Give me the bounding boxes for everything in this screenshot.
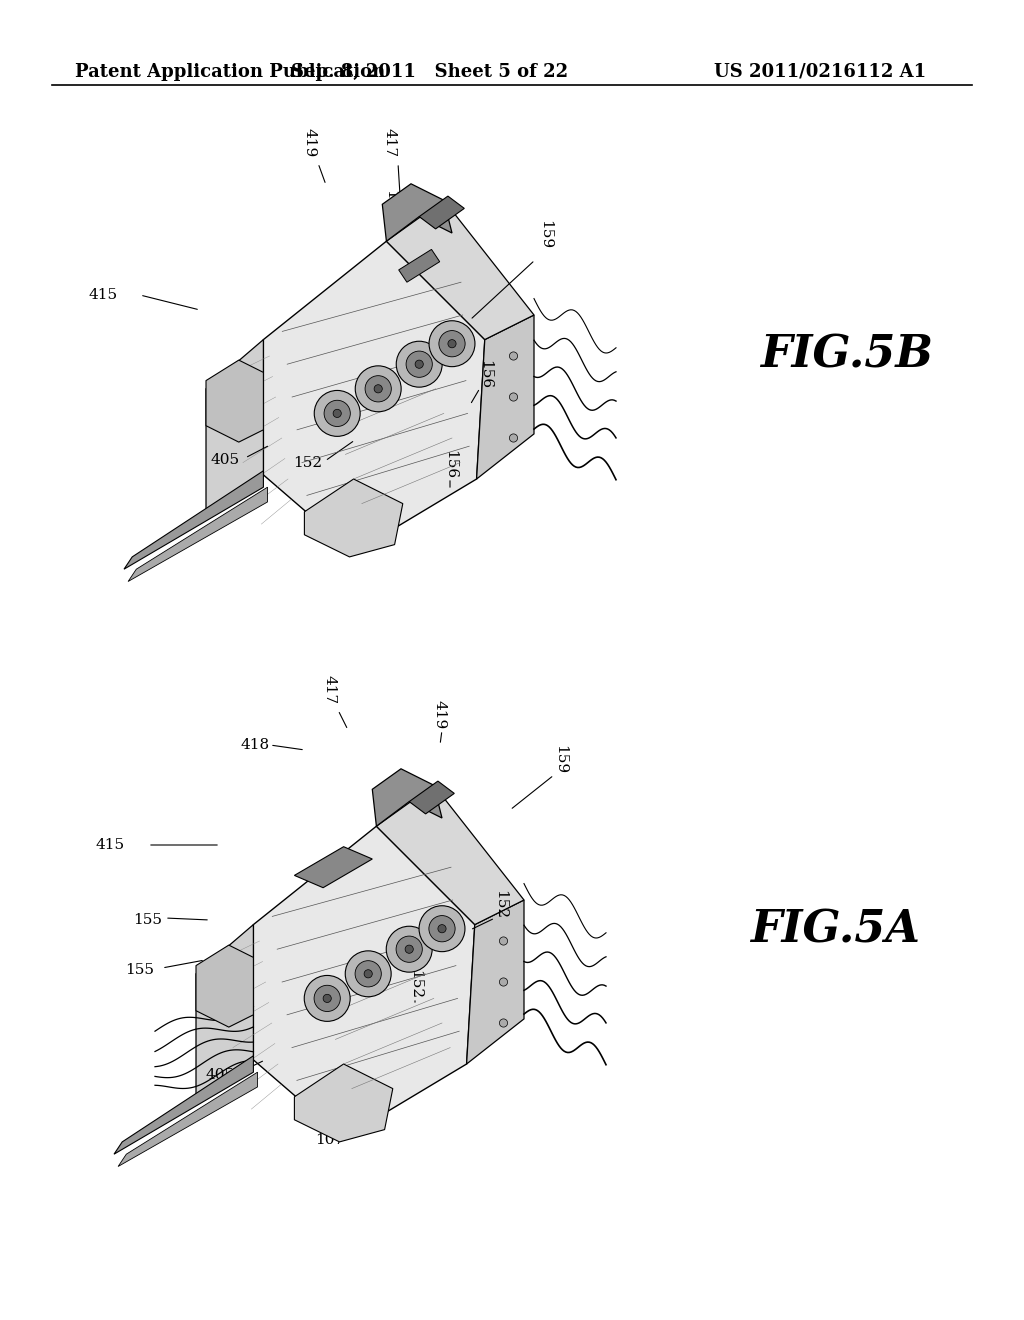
Text: 418: 418 [241, 738, 269, 752]
Circle shape [374, 384, 382, 393]
Circle shape [500, 937, 508, 945]
Text: 405: 405 [206, 1068, 234, 1082]
Text: 107: 107 [340, 1101, 370, 1115]
Text: 419: 419 [303, 128, 317, 157]
Circle shape [500, 1019, 508, 1027]
Text: 405: 405 [211, 453, 240, 467]
Text: 152: 152 [294, 455, 323, 470]
Circle shape [365, 970, 373, 978]
Text: 155: 155 [133, 913, 163, 927]
Circle shape [333, 409, 341, 417]
Polygon shape [295, 846, 373, 888]
Polygon shape [398, 249, 439, 282]
Polygon shape [377, 785, 524, 924]
Text: 415: 415 [95, 838, 125, 851]
Text: 152: 152 [408, 970, 422, 999]
Polygon shape [382, 183, 452, 242]
Circle shape [438, 924, 446, 933]
Circle shape [366, 376, 391, 401]
Circle shape [509, 352, 517, 360]
Circle shape [509, 434, 517, 442]
Polygon shape [410, 781, 455, 814]
Text: 156: 156 [478, 360, 492, 389]
Circle shape [396, 342, 442, 387]
Polygon shape [386, 201, 534, 339]
Circle shape [314, 391, 360, 437]
Circle shape [439, 330, 465, 356]
Circle shape [386, 927, 432, 972]
Circle shape [355, 961, 381, 987]
Circle shape [304, 975, 350, 1022]
Text: 417: 417 [323, 676, 337, 705]
Polygon shape [206, 339, 263, 520]
Polygon shape [196, 924, 253, 1105]
Polygon shape [304, 479, 402, 557]
Circle shape [415, 360, 423, 368]
Circle shape [314, 985, 340, 1011]
Polygon shape [263, 242, 484, 553]
Polygon shape [124, 471, 263, 569]
Circle shape [324, 994, 332, 1002]
Circle shape [407, 351, 432, 378]
Text: Sep. 8, 2011   Sheet 5 of 22: Sep. 8, 2011 Sheet 5 of 22 [292, 63, 568, 81]
Circle shape [324, 400, 350, 426]
Text: FIG.5A: FIG.5A [750, 908, 920, 952]
Text: 159: 159 [553, 746, 567, 775]
Polygon shape [206, 360, 263, 442]
Text: 415: 415 [88, 288, 118, 302]
Text: 419: 419 [433, 701, 447, 730]
Polygon shape [476, 315, 534, 479]
Text: 417: 417 [383, 128, 397, 157]
Polygon shape [295, 1064, 393, 1142]
Polygon shape [467, 900, 524, 1064]
Text: 107: 107 [315, 1133, 344, 1147]
Polygon shape [118, 1072, 257, 1167]
Circle shape [419, 906, 465, 952]
Polygon shape [128, 487, 267, 582]
Circle shape [500, 978, 508, 986]
Polygon shape [373, 768, 442, 826]
Circle shape [355, 366, 401, 412]
Polygon shape [253, 826, 475, 1138]
Text: 156: 156 [443, 450, 457, 479]
Circle shape [509, 393, 517, 401]
Text: US 2011/0216112 A1: US 2011/0216112 A1 [714, 63, 926, 81]
Circle shape [345, 950, 391, 997]
Text: 159: 159 [538, 220, 552, 249]
Text: 152: 152 [493, 891, 507, 920]
Circle shape [429, 321, 475, 367]
Text: 155: 155 [126, 964, 155, 977]
Circle shape [396, 936, 422, 962]
Text: FIG.5B: FIG.5B [760, 334, 933, 376]
Polygon shape [114, 1056, 253, 1154]
Polygon shape [196, 945, 253, 1027]
Circle shape [447, 339, 456, 347]
Circle shape [406, 945, 414, 953]
Text: Patent Application Publication: Patent Application Publication [75, 63, 385, 81]
Circle shape [429, 916, 455, 942]
Polygon shape [419, 197, 464, 228]
Text: 152: 152 [383, 190, 397, 219]
